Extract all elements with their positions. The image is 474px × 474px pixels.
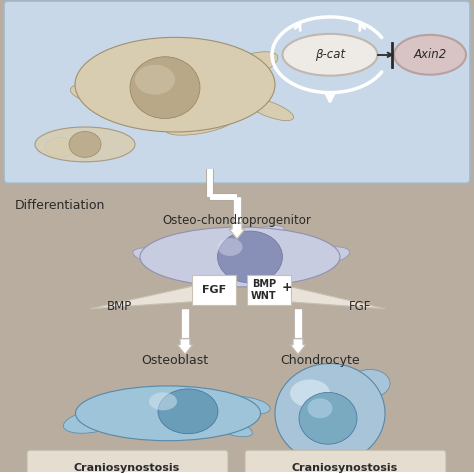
FancyArrow shape: [177, 338, 193, 355]
Ellipse shape: [149, 392, 177, 410]
Ellipse shape: [158, 389, 218, 434]
Text: BMP: BMP: [108, 300, 133, 313]
Ellipse shape: [202, 52, 278, 88]
Text: +: +: [282, 282, 292, 294]
Polygon shape: [90, 277, 235, 309]
Ellipse shape: [275, 364, 385, 463]
Ellipse shape: [133, 248, 187, 266]
Text: WNT: WNT: [251, 291, 277, 301]
Text: Chondrocyte: Chondrocyte: [280, 354, 360, 366]
Ellipse shape: [283, 34, 377, 76]
Ellipse shape: [291, 246, 350, 267]
Ellipse shape: [135, 65, 175, 95]
Ellipse shape: [35, 127, 135, 162]
Text: FGF: FGF: [202, 285, 226, 295]
Text: β-cat: β-cat: [315, 48, 345, 61]
Text: FGF: FGF: [349, 300, 371, 313]
Ellipse shape: [75, 386, 261, 441]
Ellipse shape: [394, 35, 466, 75]
Ellipse shape: [246, 99, 293, 120]
Ellipse shape: [140, 227, 340, 287]
Text: Craniosynostosis: Craniosynostosis: [292, 463, 398, 473]
Ellipse shape: [214, 420, 252, 437]
FancyBboxPatch shape: [4, 1, 470, 183]
Ellipse shape: [299, 392, 357, 444]
Text: Osteoblast: Osteoblast: [141, 354, 209, 366]
FancyArrow shape: [290, 338, 306, 355]
Ellipse shape: [45, 137, 75, 157]
Text: Axin2: Axin2: [413, 48, 447, 61]
Ellipse shape: [226, 397, 270, 414]
Ellipse shape: [290, 380, 330, 407]
Ellipse shape: [71, 83, 129, 106]
Text: Differentiation: Differentiation: [15, 199, 105, 212]
FancyBboxPatch shape: [247, 275, 291, 305]
Ellipse shape: [165, 114, 235, 135]
Ellipse shape: [130, 57, 200, 118]
Ellipse shape: [64, 410, 123, 433]
FancyBboxPatch shape: [27, 450, 228, 474]
FancyBboxPatch shape: [192, 275, 236, 305]
Ellipse shape: [75, 37, 275, 132]
Polygon shape: [248, 277, 385, 309]
Ellipse shape: [69, 131, 101, 157]
Text: BMP: BMP: [252, 279, 276, 289]
FancyBboxPatch shape: [245, 450, 446, 474]
Ellipse shape: [218, 238, 243, 256]
Text: Craniosynostosis: Craniosynostosis: [74, 463, 180, 473]
Ellipse shape: [218, 231, 283, 283]
Ellipse shape: [236, 226, 284, 245]
FancyArrow shape: [229, 223, 245, 239]
Text: Osteo-chondroprogenitor: Osteo-chondroprogenitor: [163, 214, 311, 227]
Ellipse shape: [308, 398, 332, 418]
Ellipse shape: [350, 370, 390, 397]
